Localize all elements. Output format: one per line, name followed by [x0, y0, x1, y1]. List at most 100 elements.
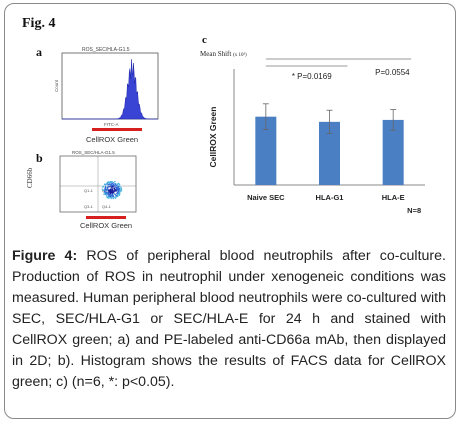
dotplot-cell: [105, 187, 107, 189]
y-axis-label: CellROX Green: [208, 107, 218, 168]
dotplot-cell: [115, 184, 118, 187]
dotplot-cell: [102, 189, 105, 192]
dotplot-cell: [117, 183, 119, 185]
panel-a-histogram: ROS_SEC/HLA-G1.5 FITC-A Count: [54, 47, 159, 127]
dotplot-cell: [105, 185, 107, 187]
dotplot-cell: [118, 183, 121, 186]
dotplot-cell: [119, 190, 122, 192]
dotplot-cell: [114, 180, 116, 183]
dotplot-cell: [110, 194, 112, 197]
dotplot-cell: [120, 186, 122, 188]
dotplot-cell: [105, 193, 107, 195]
dotplot-cell: [116, 192, 118, 194]
bar-2: [319, 121, 340, 185]
dotplot-cell: [104, 188, 106, 191]
dotplot-cell: [117, 185, 120, 188]
caption-text: ROS of peripheral blood neutrophils afte…: [12, 248, 446, 390]
dotplot-cell: [111, 181, 113, 183]
panel-b-y-axis-name: CD66b: [26, 167, 34, 188]
bar-3: [382, 119, 404, 185]
dotplot-cell: [105, 183, 108, 185]
histogram-x-tick-label: FITC-A: [104, 122, 119, 127]
dotplot-cell: [113, 191, 115, 193]
dotplot-cell: [108, 182, 110, 184]
dotplot-cell: [114, 187, 116, 189]
dotplot-cell: [112, 182, 114, 184]
dotplot-cell: [118, 185, 121, 188]
panel-c-letter: c: [202, 34, 207, 46]
panel-b-letter: b: [36, 151, 43, 165]
dotplot-cell: [103, 190, 106, 192]
histogram-plot-title: ROS_SEC/HLA-G1.5: [82, 47, 130, 53]
figure-caption: Figure 4: ROS of peripheral blood neutro…: [12, 246, 446, 393]
dotplot-cell: [106, 182, 108, 184]
histogram-curve: [62, 59, 158, 120]
n-label: N=8: [407, 206, 421, 215]
dotplot-cell: [107, 196, 110, 198]
dotplot-cell: [109, 193, 111, 196]
dotplot-cell: [104, 184, 106, 186]
dotplot-cell: [112, 185, 114, 188]
panel-b-red-underline: [86, 216, 126, 219]
dotplot-cell: [115, 196, 117, 199]
dotplot-cell: [110, 185, 112, 187]
dotplot-cell: [108, 189, 110, 191]
annotation-p2: P=0.0554: [375, 68, 410, 77]
bar-1: [255, 116, 277, 185]
dotplot-cell: [106, 190, 108, 192]
figure-label: Fig. 4: [22, 16, 56, 31]
dotplot-cell: [104, 192, 106, 194]
histogram-plot-area: [61, 52, 159, 120]
dotplot-cell: [109, 184, 111, 186]
panel-b-axis-name: CellROX Green: [80, 221, 133, 230]
x-tick-label-2: HLA-G1: [316, 193, 344, 202]
dotplot-cell: [120, 188, 122, 190]
dotplot-cell: [108, 197, 110, 199]
caption-label: Figure 4:: [12, 248, 78, 264]
annotation-p1: * P=0.0169: [292, 72, 332, 81]
dotplot-cell: [109, 188, 112, 191]
dotplot-cell: [107, 187, 109, 189]
panel-b-dotplot: ROS_SEC/HLA-G1.5 Q1-1 Q2-1 Q3-1 Q4-1: [59, 150, 137, 213]
dotplot-cells: [101, 180, 123, 200]
dotplot-cell: [109, 195, 111, 198]
dotplot-cell: [118, 193, 121, 196]
dotplot-cell: [113, 190, 116, 192]
quadrant-label-4: Q4-1: [102, 204, 112, 209]
dotplot-cell: [112, 189, 114, 191]
dotplot-cell: [102, 185, 105, 188]
quadrant-label-3: Q3-1: [84, 204, 94, 209]
dotplot-cell: [112, 197, 114, 200]
dotplot-cell: [114, 183, 116, 185]
dotplot-cell: [111, 194, 113, 197]
dotplot-cell: [117, 195, 119, 197]
dotplot-cell: [111, 196, 113, 198]
x-tick-label-1: Naive SEC: [247, 193, 285, 202]
dotplot-cell: [107, 185, 109, 187]
dotplot-cell: [101, 188, 103, 190]
panel-a-axis-name: CellROX Green: [86, 135, 139, 144]
dotplot-cell: [105, 194, 108, 196]
panel-a-red-underline: [92, 128, 142, 131]
dotplot-cell: [106, 188, 108, 191]
dotplot-cell: [116, 189, 119, 191]
dotplot-cell: [112, 183, 115, 186]
dotplot-cell: [109, 192, 112, 194]
dotplot-cell: [118, 189, 120, 191]
dotplot-cell: [118, 187, 120, 189]
dotplot-cell: [111, 193, 113, 196]
dotplot-cell: [107, 195, 110, 197]
panel-a-letter: a: [36, 45, 42, 59]
dotplot-plot-title: ROS_SEC/HLA-G1.5: [72, 150, 115, 155]
x-tick-label-3: HLA-E: [382, 193, 405, 202]
dotplot-cell: [113, 196, 115, 199]
panel-c-bar-chart: CellROX Green Naive SEC HLA-G1 HLA-E * P=0.0…: [208, 58, 425, 215]
dotplot-cell: [107, 192, 109, 194]
mean-shift-label: Mean Shift (x 10²): [200, 50, 247, 58]
quadrant-label-1: Q1-1: [84, 188, 94, 193]
mean-shift-unit: (x 10²): [233, 53, 247, 58]
histogram-y-tick-label: Count: [54, 79, 59, 92]
dotplot-cell: [117, 194, 119, 196]
dotplot-cell: [114, 189, 117, 191]
dotplot-cell: [103, 193, 105, 195]
